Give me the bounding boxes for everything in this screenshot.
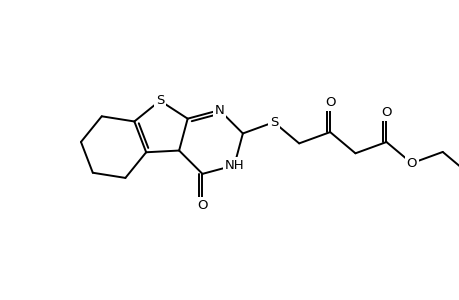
Text: S: S <box>269 116 278 129</box>
Text: O: O <box>324 96 335 109</box>
Text: O: O <box>406 157 416 170</box>
Text: S: S <box>156 94 164 107</box>
Text: O: O <box>381 106 391 119</box>
Text: N: N <box>214 103 224 117</box>
Text: NH: NH <box>224 159 244 172</box>
Text: O: O <box>197 199 207 212</box>
